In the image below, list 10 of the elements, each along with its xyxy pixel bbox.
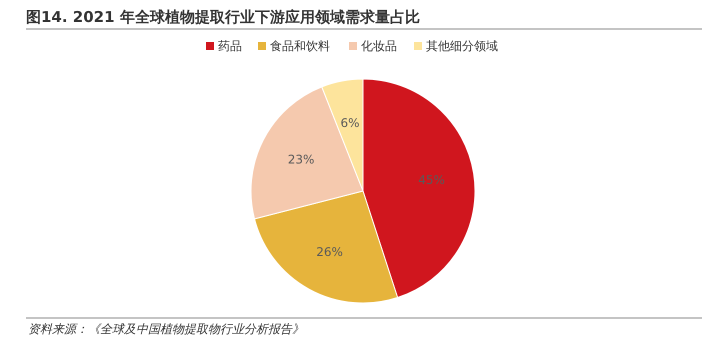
legend-label: 食品和饮料 [270, 39, 330, 53]
data-label: 6% [340, 116, 360, 130]
data-label: 23% [288, 152, 314, 166]
title: 图14. 2021 年全球植物提取行业下游应用领域需求量占比 [26, 8, 420, 26]
legend-label: 药品 [218, 39, 242, 53]
annotation: 资料来源：《全球及中国植物提取物行业分析报告》 [28, 322, 304, 336]
data-label: 26% [316, 244, 343, 259]
legend-label: 化妆品 [361, 39, 397, 53]
data-label: 45% [418, 173, 445, 188]
legend-label: 其他细分领域 [426, 39, 498, 53]
